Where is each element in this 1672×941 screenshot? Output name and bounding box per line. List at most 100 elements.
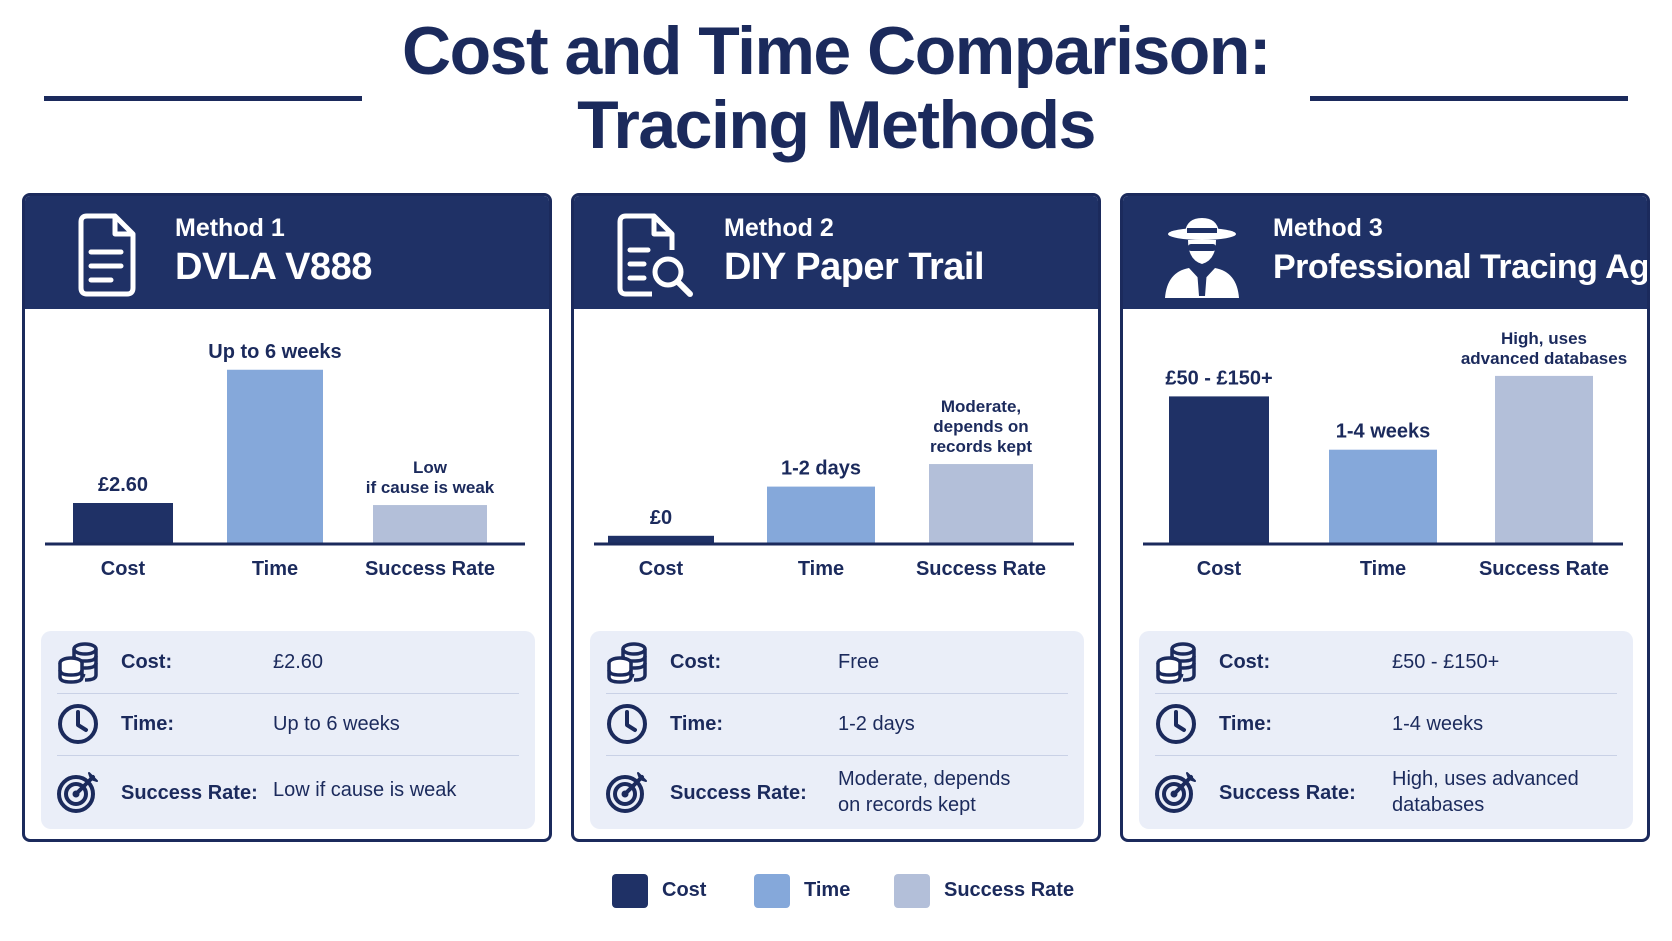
success-label: Success Rate: — [121, 782, 258, 804]
target-icon — [1155, 772, 1196, 813]
data-label: £0 — [650, 507, 672, 529]
cost-label: Cost: — [121, 651, 173, 673]
success-label: Success Rate: — [670, 782, 807, 804]
data-label: 1-4 weeks — [1336, 421, 1431, 443]
data-label: depends on — [933, 417, 1028, 436]
title-rule-left — [44, 96, 362, 101]
divider — [1155, 755, 1617, 756]
bar-cost — [1169, 396, 1269, 544]
success-label: Success Rate: — [1219, 782, 1356, 804]
coins-icon — [58, 642, 98, 684]
divider — [57, 693, 519, 694]
clock-icon — [607, 704, 647, 744]
divider — [606, 693, 1068, 694]
category-label: Success Rate — [916, 558, 1046, 580]
bar-cost — [608, 535, 714, 544]
clock-icon — [1156, 704, 1196, 744]
bar-success-rate — [373, 505, 487, 544]
target-icon — [606, 772, 647, 813]
bar-success-rate — [1495, 375, 1593, 544]
category-label: Time — [1360, 558, 1406, 580]
legend-swatch-cost — [612, 874, 648, 908]
method-panel-2: Method 2 DIY Paper Trail £0 Cost 1-2 days T… — [571, 193, 1101, 842]
method-panel-1: Method 1 DVLA V888 £2.60 Cost Up to 6 week… — [22, 193, 552, 842]
info-row-time: Time: 1-2 days — [590, 693, 1084, 755]
panel-header: Method 2 DIY Paper Trail — [574, 196, 1098, 309]
legend-label: Cost — [662, 879, 707, 901]
info-row-time: Time: Up to 6 weeks — [41, 693, 535, 755]
panel-header: Method 1 DVLA V888 — [25, 196, 549, 309]
time-label: Time: — [1219, 713, 1272, 735]
panel-header: Method 3 Professional Tracing Agent — [1123, 196, 1647, 309]
method-number: Method 2 — [724, 214, 834, 242]
legend-swatch-time — [754, 874, 790, 908]
time-value: 1-4 weeks — [1392, 713, 1484, 735]
category-label: Success Rate — [1479, 558, 1609, 580]
document-icon — [78, 213, 136, 297]
info-box: Cost: Free Time: 1-2 days Success Rate: … — [590, 631, 1084, 829]
category-label: Cost — [1197, 558, 1242, 580]
info-row-time: Time: 1-4 weeks — [1139, 693, 1633, 755]
data-label: Low — [413, 458, 448, 477]
title-line-1: Cost and Time Comparison: — [401, 13, 1272, 89]
time-label: Time: — [121, 713, 174, 735]
success-value: Moderate, depends on records kept — [838, 768, 1011, 816]
data-label: advanced databases — [1461, 349, 1627, 368]
data-label: £50 - £150+ — [1165, 367, 1272, 389]
info-box: Cost: £2.60 Time: Up to 6 weeks Success … — [41, 631, 535, 829]
info-row-success: Success Rate: Low if cause is weak — [41, 755, 535, 829]
success-value: Low if cause is weak — [273, 779, 457, 801]
category-label: Success Rate — [365, 558, 495, 580]
page-title: Cost and Time Comparison: Tracing Method… — [0, 14, 1672, 162]
bar-cost — [73, 503, 173, 544]
category-label: Cost — [639, 558, 684, 580]
method-name: DVLA V888 — [175, 246, 372, 288]
data-label: records kept — [930, 437, 1032, 456]
title-rule-right — [1310, 96, 1628, 101]
data-label: Up to 6 weeks — [208, 341, 341, 363]
category-label: Time — [252, 558, 298, 580]
legend-label: Success Rate — [944, 879, 1075, 901]
coins-icon — [1156, 642, 1196, 684]
time-label: Time: — [670, 713, 723, 735]
bar-success-rate — [929, 464, 1033, 544]
info-row-cost: Cost: £2.60 — [41, 631, 535, 693]
detective-icon — [1165, 218, 1239, 298]
success-value: High, uses advanced databases — [1392, 768, 1579, 816]
data-label: £2.60 — [98, 474, 148, 496]
bar-time — [1329, 449, 1437, 544]
time-value: 1-2 days — [838, 713, 915, 735]
divider — [1155, 693, 1617, 694]
info-row-success: Success Rate: High, uses advanced databa… — [1139, 755, 1633, 829]
cost-label: Cost: — [1219, 651, 1271, 673]
method-panel-3: Method 3 Professional Tracing Agent £50 … — [1120, 193, 1650, 842]
data-label: Moderate, — [941, 397, 1021, 416]
cost-value: Free — [838, 651, 880, 673]
coins-icon — [607, 642, 647, 684]
legend-swatch-success-rate — [894, 874, 930, 908]
data-label: 1-2 days — [781, 458, 861, 480]
info-row-cost: Cost: Free — [590, 631, 1084, 693]
bar-chart: £0 Cost 1-2 days Time Moderate,depends onrec… — [594, 397, 1074, 580]
info-box: Cost: £50 - £150+ Time: 1-4 weeks Succes… — [1139, 631, 1633, 829]
data-label: High, uses — [1501, 329, 1587, 348]
cost-label: Cost: — [670, 651, 722, 673]
method-name: DIY Paper Trail — [724, 246, 985, 288]
bar-time — [227, 369, 323, 544]
bar-time — [767, 486, 875, 544]
clock-icon — [58, 704, 98, 744]
method-number: Method 1 — [175, 214, 285, 242]
divider — [57, 755, 519, 756]
cost-value: £50 - £150+ — [1392, 651, 1500, 673]
info-row-success: Success Rate: Moderate, depends on recor… — [590, 755, 1084, 829]
cost-value: £2.60 — [273, 651, 324, 673]
category-label: Cost — [101, 558, 146, 580]
category-label: Time — [798, 558, 844, 580]
divider — [606, 755, 1068, 756]
bar-chart: £50 - £150+ Cost 1-4 weeks Time High, usesad… — [1143, 329, 1627, 580]
legend-label: Time — [804, 879, 851, 901]
info-row-cost: Cost: £50 - £150+ — [1139, 631, 1633, 693]
method-number: Method 3 — [1273, 214, 1383, 242]
title-line-2: Tracing Methods — [577, 87, 1096, 163]
